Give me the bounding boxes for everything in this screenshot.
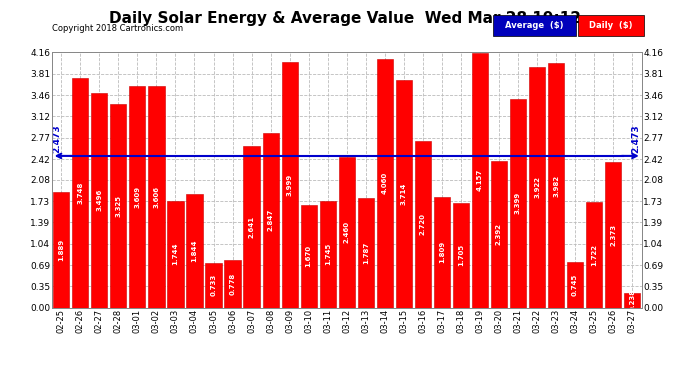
Bar (624, 293, 640, 308)
Text: 0.778: 0.778 (230, 273, 235, 295)
Bar (282, 62, 297, 308)
Text: 0.733: 0.733 (210, 274, 217, 296)
Text: 3.606: 3.606 (153, 186, 159, 208)
Bar (453, 203, 469, 308)
Text: 1.705: 1.705 (458, 244, 464, 266)
Bar (415, 141, 431, 308)
Bar (53, 192, 70, 308)
Bar (186, 195, 203, 308)
Bar (319, 201, 336, 308)
Bar (357, 198, 374, 308)
Text: 3.999: 3.999 (286, 174, 293, 196)
Bar (224, 260, 241, 308)
Text: 3.922: 3.922 (534, 176, 540, 198)
Text: 1.745: 1.745 (325, 243, 331, 265)
Text: 1.889: 1.889 (58, 238, 64, 261)
Bar (491, 161, 507, 308)
Text: 0.745: 0.745 (572, 273, 578, 296)
Bar (168, 201, 184, 308)
Bar (110, 104, 126, 308)
Text: 1.670: 1.670 (306, 245, 312, 267)
Text: 2.373: 2.373 (610, 224, 616, 246)
Bar (510, 99, 526, 308)
Text: 1.787: 1.787 (363, 242, 368, 264)
Bar (91, 93, 108, 308)
Bar (586, 202, 602, 308)
Bar (148, 87, 164, 308)
Text: 2.392: 2.392 (496, 223, 502, 245)
Text: 1.844: 1.844 (192, 240, 197, 262)
Bar (301, 205, 317, 308)
Bar (529, 67, 545, 308)
Text: Daily  ($): Daily ($) (589, 21, 633, 30)
Text: 4.157: 4.157 (477, 169, 483, 191)
Text: 2.460: 2.460 (344, 221, 350, 243)
Text: 3.609: 3.609 (135, 186, 140, 208)
Bar (206, 262, 221, 308)
Text: 1.744: 1.744 (172, 243, 179, 265)
Bar (605, 162, 621, 308)
Bar (548, 63, 564, 308)
Bar (339, 157, 355, 308)
Bar (262, 133, 279, 308)
Text: 3.714: 3.714 (401, 183, 407, 205)
Bar (434, 196, 450, 308)
Bar (377, 58, 393, 308)
Text: 2.847: 2.847 (268, 209, 274, 231)
Text: 3.748: 3.748 (77, 182, 83, 204)
Bar (244, 146, 259, 308)
Text: Daily Solar Energy & Average Value  Wed Mar 28 19:12: Daily Solar Energy & Average Value Wed M… (109, 11, 581, 26)
Text: 2.473: 2.473 (632, 124, 641, 153)
Bar (472, 53, 488, 308)
Bar (72, 78, 88, 308)
Text: 3.982: 3.982 (553, 174, 559, 196)
Text: 1.722: 1.722 (591, 244, 597, 266)
Text: 3.399: 3.399 (515, 192, 521, 214)
Text: Copyright 2018 Cartronics.com: Copyright 2018 Cartronics.com (52, 24, 183, 33)
Bar (396, 80, 412, 308)
Text: 2.720: 2.720 (420, 213, 426, 235)
Text: 4.060: 4.060 (382, 172, 388, 194)
Text: 0.238: 0.238 (629, 289, 635, 311)
Text: 2.473: 2.473 (52, 124, 61, 153)
Text: 1.809: 1.809 (439, 241, 445, 263)
Text: 2.641: 2.641 (248, 216, 255, 238)
Text: Average  ($): Average ($) (506, 21, 564, 30)
Text: 3.496: 3.496 (97, 189, 102, 211)
Bar (567, 262, 583, 308)
Text: 3.325: 3.325 (115, 195, 121, 217)
Bar (129, 86, 146, 308)
